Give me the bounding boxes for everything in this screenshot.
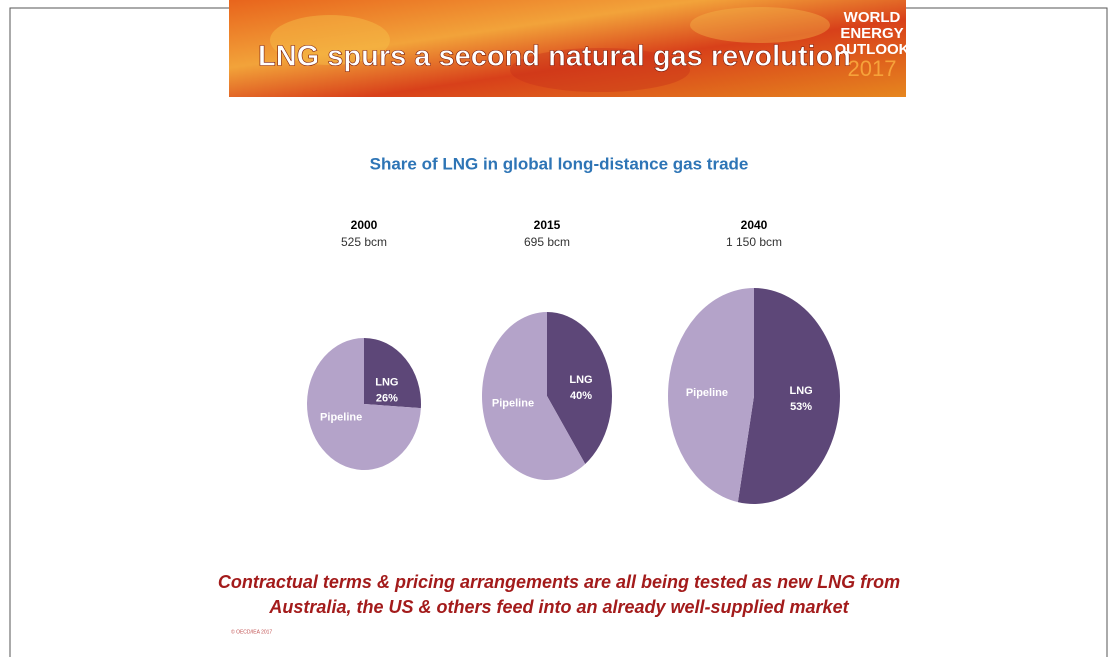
pie-slice [668,288,754,503]
slice-value-label: 26% [376,392,398,404]
slice-label: LNG [569,374,592,386]
pie-slice [364,338,421,409]
pie-slice [482,312,586,481]
banner-title: LNG spurs a second natural gas revolutio… [258,41,851,73]
figure-title: Share of LNG in global long-distance gas… [370,154,749,173]
banner-decor [690,7,830,43]
pie-title: 2015 [534,218,561,232]
slice-value-label: 53% [790,401,812,413]
pie-subtitle: 695 bcm [524,235,570,249]
logo-line: WORLD [844,9,901,26]
slice-label: LNG [375,376,398,388]
banner [229,0,906,97]
pie-title: 2000 [351,218,378,232]
slice-label: Pipeline [686,387,728,399]
pie-slice [547,312,613,464]
logo-line: ENERGY [840,25,903,42]
pie-title: 2040 [741,218,768,232]
banner-decor [270,15,390,65]
banner-decor [510,48,690,92]
pie-subtitle: 525 bcm [341,235,387,249]
source: © OECD/IEA 2017 [231,628,272,635]
logo-line: OUTLOOK [835,41,910,58]
footer-note: Australia, the US & others feed into an … [268,597,849,617]
slice-label: Pipeline [492,398,534,410]
pie-slice [737,288,840,505]
slice-label: Pipeline [320,411,362,423]
slice-value-label: 40% [570,390,592,402]
logo-year: 2017 [848,56,897,81]
slice-label: LNG [789,385,812,397]
footer-note: Contractual terms & pricing arrangements… [218,572,900,592]
pie-slice [307,338,421,471]
pie-subtitle: 1 150 bcm [726,235,782,249]
